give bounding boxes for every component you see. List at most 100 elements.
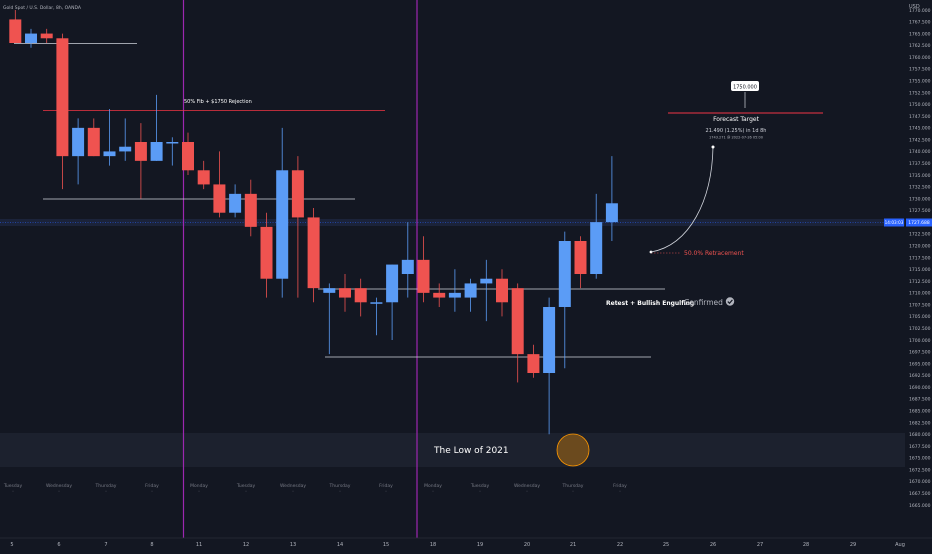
candle — [370, 297, 383, 336]
candle-body — [558, 241, 571, 307]
retracement-label: 50.0% Retracement — [684, 250, 744, 257]
price-tick: 1687.500 — [909, 397, 931, 403]
checkmark-icon — [725, 297, 735, 306]
weekday-dot: • — [479, 489, 481, 493]
weekday-dot: • — [385, 489, 387, 493]
candle-body — [370, 302, 383, 304]
date-tick: 13 — [290, 542, 296, 548]
candle — [448, 269, 461, 312]
date-tick: Aug — [895, 542, 905, 548]
candle-body — [339, 288, 351, 298]
candle — [260, 212, 273, 298]
checkmark-tick — [727, 299, 733, 305]
candle-body — [182, 142, 194, 171]
date-tick: 22 — [617, 542, 623, 548]
candle-body — [527, 354, 540, 373]
date-tick: 6 — [57, 542, 60, 548]
candle-body — [229, 193, 242, 213]
candle — [150, 94, 163, 161]
candle-body — [480, 278, 493, 284]
date-tick: 5 — [10, 542, 13, 548]
axis-currency: USD — [909, 4, 920, 10]
candle-body — [150, 142, 163, 161]
candle-body — [417, 259, 430, 293]
target-price-box — [731, 81, 759, 91]
price-tick: 1672.500 — [909, 467, 931, 473]
candle — [323, 283, 336, 355]
price-tick: 1692.500 — [909, 373, 931, 379]
price-tick: 1740.000 — [909, 149, 931, 155]
date-tick: 15 — [383, 542, 389, 548]
candle-body — [386, 264, 399, 303]
price-tick: 1697.500 — [909, 350, 931, 356]
candle-body — [25, 33, 37, 43]
candle-body — [464, 283, 477, 298]
price-tick: 1732.500 — [909, 185, 931, 191]
candle-body — [213, 184, 226, 213]
weekday-label: Wednesday — [280, 483, 306, 489]
weekday-label: Friday — [613, 483, 627, 489]
weekday-dot: • — [245, 489, 247, 493]
weekday-dot: • — [292, 489, 294, 493]
candle-body — [119, 146, 132, 152]
candle-body — [260, 226, 273, 279]
weekday-label: Tuesday — [3, 483, 23, 489]
candle — [134, 123, 147, 199]
price-tick: 1757.500 — [909, 67, 931, 73]
date-tick: 7 — [104, 542, 107, 548]
candle-body — [543, 307, 556, 373]
weekday-label: Tuesday — [470, 483, 490, 489]
date-tick: 29 — [850, 542, 856, 548]
weekday-label: Wednesday — [514, 483, 540, 489]
price-tick: 1752.500 — [909, 90, 931, 96]
candle — [307, 208, 320, 303]
candle-body — [56, 38, 69, 157]
candle — [401, 222, 414, 298]
price-tick: 1742.500 — [909, 137, 931, 143]
candle-body — [276, 170, 289, 279]
price-tick: 1735.000 — [909, 173, 931, 179]
low-2021-label: The Low of 2021 — [433, 446, 509, 456]
candle — [166, 137, 179, 166]
candle-body — [197, 170, 210, 185]
candle — [276, 127, 289, 298]
candle — [527, 344, 540, 378]
weekday-label: Thursday — [562, 483, 584, 489]
candle — [354, 278, 367, 317]
price-tick: 1720.000 — [909, 244, 931, 250]
price-tick: 1717.500 — [909, 255, 931, 261]
candle — [417, 236, 430, 303]
price-tick: 1675.000 — [909, 456, 931, 462]
candle-body — [448, 292, 461, 298]
confirmed-label: Confirmed — [684, 298, 723, 307]
price-tick: 1700.000 — [909, 338, 931, 344]
current-time-tag — [884, 218, 904, 227]
date-tick: 18 — [430, 542, 436, 548]
candle-body — [9, 19, 22, 43]
low-2021-marker — [556, 433, 590, 467]
candle — [87, 118, 100, 157]
candle-body — [401, 259, 414, 274]
price-tick: 1767.500 — [909, 20, 931, 26]
candle — [480, 259, 493, 322]
candle — [9, 10, 22, 43]
date-tick: 8 — [150, 542, 153, 548]
price-tick: 1670.000 — [909, 479, 931, 485]
price-tick: 1710.000 — [909, 291, 931, 297]
date-tick: 20 — [524, 542, 530, 548]
price-tick: 1685.000 — [909, 409, 931, 415]
forecast-target-label: Forecast Target — [713, 116, 760, 123]
price-tick: 1680.000 — [909, 432, 931, 438]
symbol-title: Gold Spot / U.S. Dollar, 8h, OANDA — [3, 5, 82, 11]
target-price-label: 1750.000 — [733, 84, 757, 90]
candle — [119, 118, 132, 161]
candle-body — [72, 127, 85, 157]
candle-body — [574, 241, 587, 274]
price-tick: 1745.000 — [909, 126, 931, 132]
price-tick: 1762.500 — [909, 43, 931, 49]
date-tick: 25 — [663, 542, 669, 548]
candle — [339, 274, 351, 312]
candle-body — [291, 170, 304, 218]
